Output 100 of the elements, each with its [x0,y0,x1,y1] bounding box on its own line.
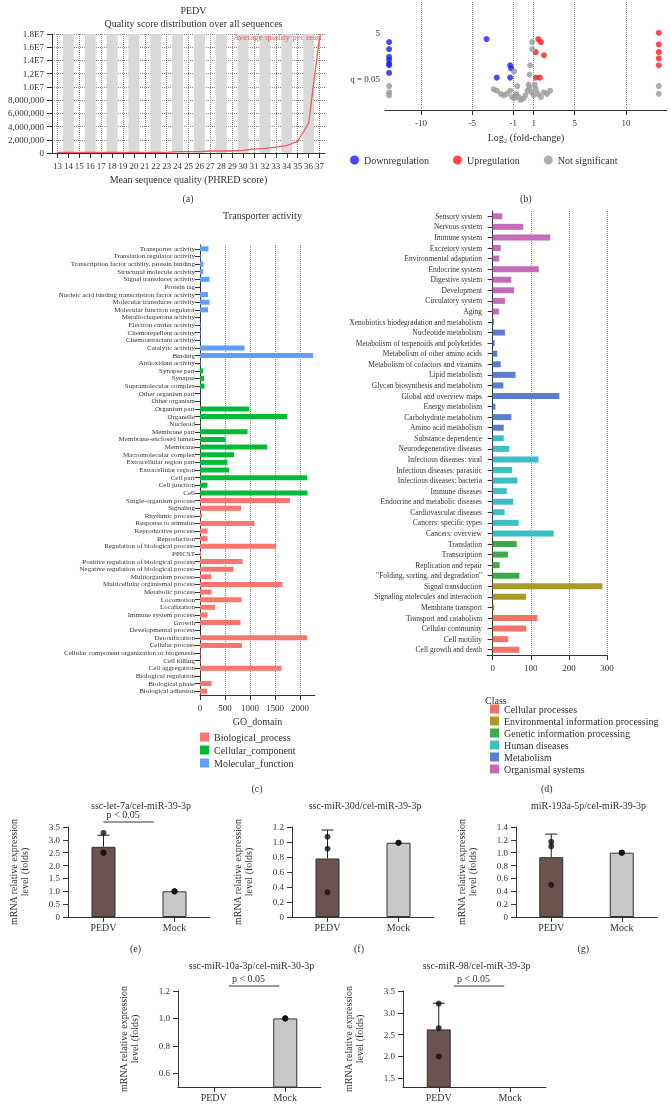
x-tick-label: 34 [282,160,292,171]
legend-label: Genetic information processing [504,727,631,739]
x-tick-label: Mock [386,921,411,933]
chart-title: ssc-let-7a/cel-miR-39-3p [91,799,191,811]
legend-label: Environmental information processing [504,715,659,727]
x-tick-label: 0 [197,702,203,713]
y-tick-label: 0.6 [272,867,285,877]
text: q = 0.05 [350,74,381,84]
y-tick-label: 1.5 [48,873,61,884]
y-axis-title: mRNA relative expression level (folds) [232,818,255,926]
text: (b) [520,192,532,205]
x-tick-label: 16 [85,160,96,171]
x-tick-label: PEDV [314,921,342,933]
x-tick-label: 33 [271,160,281,171]
x-tick-label: 25 [184,160,194,171]
text: (d) [541,782,553,795]
x-tick-label: 19 [118,160,128,171]
legend-label: Human diseases [504,739,569,751]
y-tick-label: 3.5 [48,822,61,832]
y-tick-label: 0.6 [496,873,509,884]
text: (g) [577,942,590,955]
chart-title: miR-193a-5p/cel-miR-39-3p [531,799,646,811]
chart-title: ssc-miR-30d/cel-miR-39-3p [308,799,422,811]
y-axis-title: mRNA relative expression level (folds) [343,985,366,1093]
x-tick-label: 14 [63,160,74,171]
y-axis-title: mRNA relative expression level (folds) [456,818,479,926]
y-axis-title: mRNA relative expression level (folds) [118,985,141,1093]
y-tick-label: 1.0E7 [22,81,45,92]
text: p < 0.05 [106,808,140,820]
y-tick-label: 0.6 [158,1068,171,1079]
y-tick-label: 8,000,000 [8,95,45,106]
y-tick-label: 6,000,000 [8,108,45,119]
y-tick-label: 0 [279,912,285,922]
x-tick-label: PEDV [538,921,566,933]
text: (a) [182,192,194,205]
x-tick-label: PEDV [90,921,118,933]
x-tick-label: PEDV [425,1091,453,1103]
x-tick-label: 1000 [241,702,260,713]
y-tick-label: 1.2 [158,986,170,996]
y-tick-label: 0.8 [496,860,509,871]
x-tick-label: 18 [107,160,118,171]
x-tick-label: 5 [572,117,578,128]
y-tick-label: 3.0 [383,1007,396,1018]
y-tick-label: 0.4 [272,882,285,892]
x-tick-label: 31 [249,160,259,171]
y-tick-label: 0.5 [48,899,61,910]
x-tick-label: 2000 [291,702,310,713]
x-tick-label: Mock [498,1091,522,1103]
y-tick-label: 0 [503,912,509,922]
x-tick-label: 24 [173,160,183,171]
y-tick-label: 2.5 [383,1029,396,1040]
text: p < 0.05 [231,972,266,984]
chart-title: Transporter activity [223,209,302,221]
x-tick-label: 1 [531,117,536,128]
y-tick-label: 0 [55,912,61,922]
x-tick-label: 28 [216,160,227,171]
x-axis-title: GO_domain [232,716,283,728]
x-tick-label: 17 [96,160,107,171]
x-tick-label: 26 [194,160,205,171]
legend-label: Cellular processes [504,703,578,715]
text: (c) [251,782,263,795]
x-tick-label: 20 [129,160,139,171]
y-tick-label: 3.5 [383,986,396,996]
legend-label: Not significant [557,154,618,166]
y-tick-label: 0.2 [272,897,284,907]
y-tick-label: 1.4 [496,822,509,832]
x-tick-label: Mock [273,1091,297,1103]
x-tick-label: 35 [293,160,303,171]
y-tick-label: 2.5 [48,847,61,858]
x-tick-label: 10 [621,117,631,128]
y-tick-label: 1.2 [496,834,508,845]
x-tick-label: 30 [238,160,249,171]
x-tick-label: PEDV [200,1091,228,1103]
y-tick-label: 3.0 [48,834,61,845]
x-tick-label: 200 [562,662,577,673]
y-tick-label: 0.8 [272,852,285,862]
y-tick-label: 1.0 [48,886,61,897]
x-axis-title: Log₂ (fold-change) [487,131,565,144]
y-tick-label: 1.5 [383,1073,396,1084]
chart-title: PEDV [180,4,208,16]
y-tick-label: 1.0 [272,837,285,847]
x-tick-label: 27 [205,160,216,171]
text: 5 [375,28,381,38]
legend-label: Upregulation [466,154,520,166]
series-label: Average quality per read [232,32,323,43]
x-tick-label: Mock [610,921,634,933]
y-tick-label: 1.6E7 [22,42,45,53]
x-tick-label: 100 [524,662,539,673]
x-tick-label: 22 [151,160,161,171]
x-tick-label: 37 [315,160,325,171]
x-tick-label: -1 [509,117,517,128]
y-tick-label: 1.2E7 [22,68,45,79]
y-tick-label: 1.0 [158,1013,171,1024]
text: (e) [130,942,142,955]
x-tick-label: -5 [468,117,477,128]
x-axis-title: Mean sequence quality (PHRED score) [109,174,268,187]
chart-title: ssc-miR-98/cel-miR-39-3p [422,959,531,971]
legend-label: Downregulation [364,154,429,166]
y-tick-label: 2,000,000 [8,134,45,145]
x-tick-label: 500 [218,702,233,713]
